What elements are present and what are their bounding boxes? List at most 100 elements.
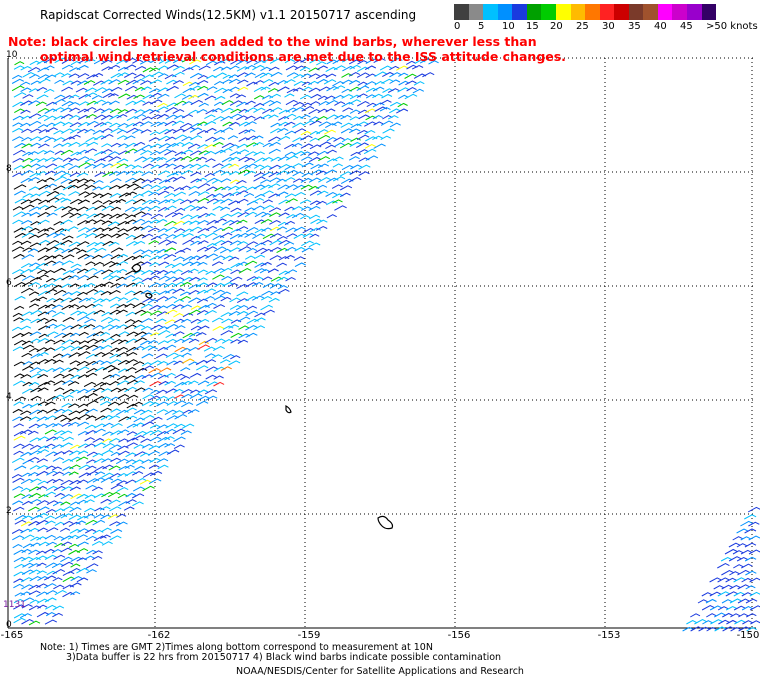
wind-barb (29, 403, 42, 408)
wind-barb (69, 172, 82, 177)
wind-barb (92, 453, 104, 458)
wind-barb (364, 81, 377, 86)
wind-barb (180, 185, 191, 191)
wind-barb (267, 88, 279, 93)
wind-barb (94, 205, 107, 211)
wind-barb (101, 352, 114, 358)
wind-barb (690, 613, 701, 618)
wind-barb (68, 471, 79, 476)
wind-barb (131, 435, 145, 441)
wind-barb (261, 290, 274, 296)
wind-barb (11, 85, 25, 92)
wind-barb (86, 459, 97, 464)
wind-barb (389, 79, 401, 84)
wind-barb (19, 122, 31, 128)
wind-barb (38, 135, 51, 142)
wind-barb (269, 246, 282, 252)
wind-barb (53, 323, 66, 329)
wind-barb (94, 247, 107, 253)
wind-barb (44, 183, 58, 189)
wind-barb (69, 464, 81, 470)
wind-barb (62, 389, 76, 395)
wind-barb (110, 162, 123, 168)
wind-barb (84, 494, 96, 499)
wind-barb (116, 487, 129, 493)
wind-barb (109, 270, 122, 276)
wind-barb (326, 214, 337, 219)
wind-barb (148, 445, 161, 450)
wind-barb (174, 325, 186, 330)
wind-barb (28, 557, 41, 563)
wind-barb (118, 465, 130, 471)
island-outline (285, 405, 292, 414)
wind-barb (180, 156, 192, 161)
wind-barb (253, 184, 266, 190)
wind-barb (332, 163, 343, 168)
wind-barb (350, 151, 362, 157)
wind-barb (717, 606, 729, 611)
wind-barb (140, 129, 152, 134)
wind-barb (721, 584, 733, 590)
wind-barb (182, 87, 196, 94)
wind-barb (51, 563, 64, 569)
wind-barb (222, 89, 233, 94)
wind-barb (36, 519, 49, 526)
wind-barb (315, 200, 327, 206)
wind-barb (110, 206, 122, 212)
wind-barb (21, 534, 35, 541)
wind-barb (174, 207, 186, 213)
wind-barb (12, 346, 25, 352)
wind-barb (229, 304, 242, 310)
wind-barb (62, 157, 73, 162)
wind-barb (277, 184, 290, 191)
wind-barb (309, 190, 323, 196)
wind-barb (70, 563, 81, 568)
wind-barb (28, 520, 41, 526)
wind-barb (52, 157, 63, 162)
wind-barb (203, 288, 217, 294)
wind-barb (268, 141, 281, 147)
wind-barb (28, 416, 40, 422)
wind-barb (204, 353, 216, 358)
wind-barb (268, 148, 281, 154)
wind-barb (268, 100, 282, 107)
wind-barb (108, 465, 121, 471)
legend-swatch (657, 4, 673, 20)
wind-barb (37, 527, 48, 532)
wind-barb (204, 95, 217, 101)
wind-barb (101, 472, 114, 478)
wind-barb (269, 177, 281, 182)
wind-barb (84, 528, 97, 534)
wind-barb (141, 345, 155, 351)
wind-barb (110, 451, 121, 457)
wind-barb (717, 563, 730, 569)
wind-barb (133, 226, 145, 231)
wind-barb (413, 81, 425, 86)
wind-barb (77, 284, 90, 290)
wind-barb (747, 506, 760, 513)
wind-barb (219, 148, 233, 154)
wind-barb (182, 232, 194, 238)
wind-barb (109, 178, 122, 184)
wind-barb (737, 569, 750, 576)
wind-barb (141, 414, 155, 421)
wind-barb (61, 162, 73, 168)
wind-barb (238, 246, 252, 252)
wind-barb (134, 109, 146, 114)
wind-barb (213, 240, 226, 246)
wind-barb (20, 451, 33, 457)
wind-barb (277, 86, 290, 92)
wind-barb (299, 199, 312, 204)
wind-barb (323, 79, 337, 85)
wind-barb (68, 207, 79, 213)
wind-barb (93, 535, 107, 542)
wind-barb (326, 86, 339, 92)
wind-barb (301, 162, 314, 168)
wind-barb (125, 442, 138, 448)
wind-barb (173, 187, 185, 192)
wind-barb (125, 100, 138, 106)
wind-barb (180, 375, 191, 381)
wind-barb (20, 577, 34, 583)
wind-barb (29, 262, 41, 268)
wind-barb (134, 331, 147, 337)
